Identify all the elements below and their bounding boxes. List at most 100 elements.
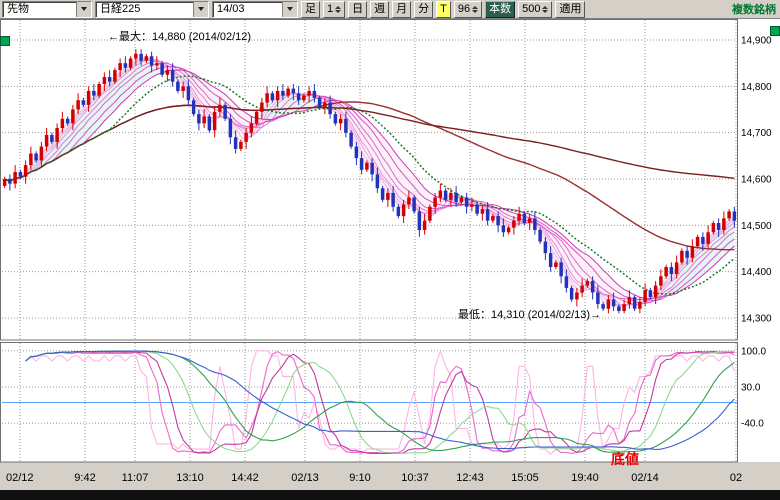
toolbar-button-日[interactable]: 日 bbox=[348, 0, 368, 18]
toolbar-button-分[interactable]: 分 bbox=[414, 0, 434, 18]
toolbar-button-週[interactable]: 週 bbox=[370, 0, 390, 18]
line-series bbox=[4, 69, 735, 300]
candle-body bbox=[281, 90, 285, 96]
toolbar-button-1[interactable]: 1 bbox=[323, 0, 346, 18]
candle-body bbox=[548, 253, 553, 268]
combo-instrument-type-value: 先物 bbox=[7, 2, 29, 15]
spinner-icon[interactable] bbox=[542, 5, 549, 13]
candle-body bbox=[522, 213, 527, 224]
axis-label: 14,800 bbox=[741, 82, 772, 93]
candle-body bbox=[438, 190, 443, 198]
candle-body bbox=[29, 153, 33, 166]
candle-body bbox=[380, 188, 385, 200]
spinner-icon[interactable] bbox=[472, 5, 479, 13]
candle-body bbox=[118, 63, 122, 71]
axis-label: 15:05 bbox=[511, 472, 539, 484]
candle-body bbox=[480, 209, 485, 214]
combo-instrument-value: 日経225 bbox=[100, 2, 141, 15]
spin-up-icon[interactable] bbox=[335, 5, 342, 9]
candle-body bbox=[722, 218, 726, 230]
spin-up-icon[interactable] bbox=[542, 5, 549, 9]
candle-body bbox=[617, 306, 621, 312]
spin-down-icon[interactable] bbox=[472, 9, 479, 13]
candle-body bbox=[569, 287, 574, 300]
axis-label: 11:07 bbox=[122, 472, 149, 484]
spinner-icon[interactable] bbox=[335, 5, 342, 13]
combo-contract-month[interactable]: 14/03 bbox=[212, 0, 298, 18]
candle-body bbox=[191, 100, 196, 115]
axis-label: 02 bbox=[730, 472, 742, 484]
chevron-down-icon[interactable] bbox=[193, 1, 208, 17]
chevron-down-icon[interactable] bbox=[282, 1, 297, 17]
candle-body bbox=[233, 137, 238, 149]
candle-body bbox=[239, 141, 243, 149]
candle-body bbox=[622, 304, 626, 312]
toolbar-button-月[interactable]: 月 bbox=[392, 0, 412, 18]
toolbar-button-本数[interactable]: 本数 bbox=[485, 0, 516, 18]
candle-body bbox=[333, 114, 338, 124]
candle-body bbox=[23, 165, 28, 177]
candle-body bbox=[149, 56, 154, 66]
axis-labels: 14,900 14,800 14,700 14,600 14,500 14,400 14,3… bbox=[6, 36, 772, 485]
candle-body bbox=[575, 292, 579, 300]
toolbar-button-適用[interactable]: 適用 bbox=[555, 0, 586, 18]
toolbar-button-96[interactable]: 96 bbox=[453, 0, 483, 18]
range-handle-left[interactable] bbox=[0, 36, 10, 46]
candle-body bbox=[265, 93, 269, 103]
candle-body bbox=[412, 197, 416, 212]
axis-label: 14,900 bbox=[741, 36, 772, 47]
combo-instrument-type[interactable]: 先物 bbox=[2, 0, 92, 18]
candle-body bbox=[86, 90, 91, 105]
candle-body bbox=[559, 262, 563, 277]
candle-body bbox=[181, 86, 185, 91]
candle-body bbox=[459, 197, 464, 203]
toolbar-button-label: 日 bbox=[352, 3, 364, 15]
candle-body bbox=[50, 134, 54, 142]
candle-body bbox=[160, 63, 164, 75]
spin-down-icon[interactable] bbox=[335, 9, 342, 13]
candle-body bbox=[207, 116, 212, 131]
candle-body bbox=[260, 102, 264, 112]
toolbar-button-T[interactable]: T bbox=[436, 0, 451, 18]
candle-body bbox=[485, 209, 490, 221]
candle-body bbox=[107, 77, 112, 82]
axis-label: 19:40 bbox=[571, 472, 599, 484]
candle-body bbox=[197, 114, 201, 124]
line-series bbox=[4, 75, 735, 295]
arrow-down-glyph bbox=[198, 7, 204, 11]
multi-symbol-button[interactable]: 複数銘柄 bbox=[732, 4, 776, 16]
spin-up-icon[interactable] bbox=[472, 5, 479, 9]
candle-body bbox=[601, 304, 605, 309]
line-series bbox=[25, 351, 735, 454]
candle-body bbox=[533, 218, 537, 230]
candle-body bbox=[218, 104, 222, 112]
candle-body bbox=[428, 206, 432, 221]
axis-label: 9:10 bbox=[349, 472, 370, 484]
candle-body bbox=[212, 111, 217, 131]
candle-body bbox=[674, 262, 679, 274]
toolbar-button-label: 本数 bbox=[489, 3, 512, 15]
candle-body bbox=[491, 216, 495, 221]
chevron-down-icon[interactable] bbox=[76, 1, 91, 17]
candle-body bbox=[401, 204, 406, 217]
toolbar-button-500[interactable]: 500 bbox=[518, 0, 553, 18]
candle-body bbox=[449, 192, 453, 200]
axis-label: 30.0 bbox=[741, 382, 761, 393]
candle-body bbox=[506, 227, 511, 233]
candle-body bbox=[580, 285, 584, 293]
spin-down-icon[interactable] bbox=[542, 9, 549, 13]
candle-body bbox=[254, 111, 259, 124]
toolbar-button-足[interactable]: 足 bbox=[301, 0, 320, 18]
range-handle-right[interactable] bbox=[770, 26, 780, 36]
combo-instrument[interactable]: 日経225 bbox=[95, 0, 209, 18]
gridlines bbox=[2, 20, 737, 462]
candle-body bbox=[669, 267, 674, 274]
pane-borders bbox=[0, 19, 738, 463]
candle-body bbox=[186, 86, 191, 101]
toolbar-button-label: T bbox=[440, 3, 447, 15]
candle-body bbox=[102, 77, 107, 85]
axis-label: 9:42 bbox=[74, 472, 95, 484]
candle-body bbox=[18, 172, 23, 177]
candle-body bbox=[732, 211, 737, 221]
